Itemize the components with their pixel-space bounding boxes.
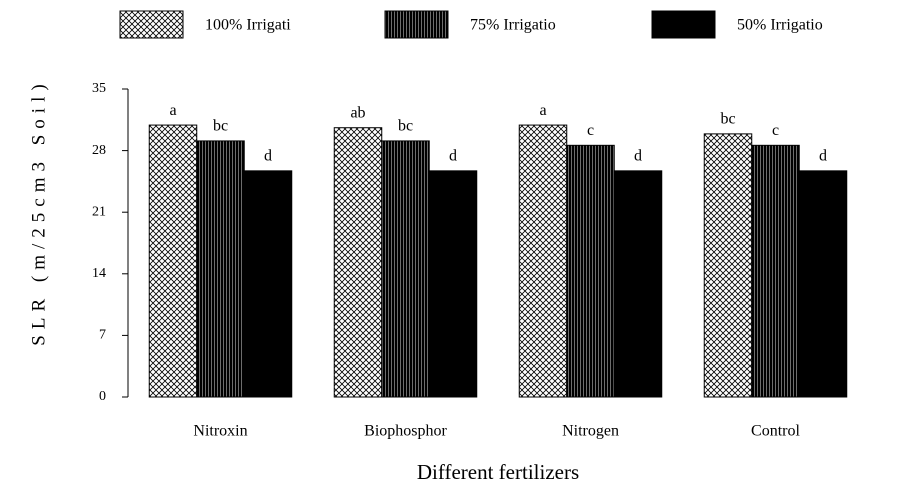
legend-label: 100% Irrigati	[205, 17, 291, 34]
bar	[518, 124, 568, 398]
legend-swatch	[651, 10, 716, 39]
bar-annotation: bc	[398, 118, 413, 135]
bar-annotation: d	[449, 148, 457, 165]
bar-annotation: a	[169, 102, 176, 119]
legend-swatch	[384, 10, 449, 39]
bar	[798, 170, 848, 398]
bar	[428, 170, 478, 398]
bar-annotation: a	[539, 102, 546, 119]
bar-annotation: c	[587, 122, 594, 139]
bar-annotation: bc	[213, 118, 228, 135]
bar	[243, 170, 293, 398]
bar-annotation: d	[819, 148, 827, 165]
y-tick-label: 7	[99, 328, 106, 343]
x-tick-label: Control	[751, 423, 800, 440]
bar	[381, 140, 430, 398]
y-tick-label: 35	[92, 81, 106, 96]
bar-annotation: d	[264, 148, 272, 165]
x-axis-title: Different fertilizers	[417, 460, 579, 484]
bar-annotation: c	[772, 122, 779, 139]
y-tick-label: 14	[92, 266, 106, 281]
bar	[196, 140, 245, 398]
bar	[613, 170, 663, 398]
y-tick-label: 0	[99, 389, 106, 404]
y-tick-label: 28	[92, 143, 106, 158]
legend-label: 50% Irrigatio	[737, 17, 823, 34]
bar	[148, 124, 198, 398]
bar	[333, 127, 383, 398]
x-tick-label: Nitroxin	[193, 423, 247, 440]
y-tick-label: 21	[92, 204, 106, 219]
bar-annotation: bc	[720, 111, 735, 128]
bar	[703, 133, 753, 398]
x-tick-label: Nitrogen	[562, 423, 619, 440]
legend-label: 75% Irrigatio	[470, 17, 556, 34]
legend-swatch	[119, 10, 184, 39]
bar	[566, 144, 615, 398]
bar-annotation: ab	[350, 104, 365, 121]
bar	[751, 144, 800, 398]
x-tick-label: Biophosphor	[364, 423, 447, 440]
y-axis-title: SLR (m/25cm3 Soil)	[28, 78, 49, 345]
bar-annotation: d	[634, 148, 642, 165]
